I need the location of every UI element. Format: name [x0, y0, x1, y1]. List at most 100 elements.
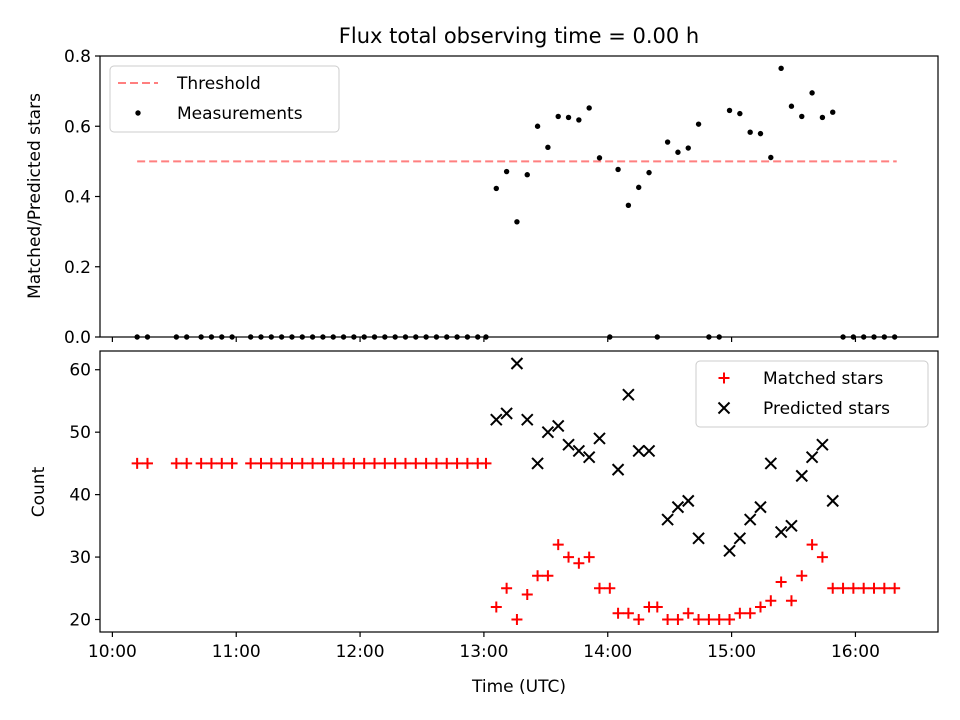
x-tick-label: 14:00	[583, 642, 632, 662]
data-point	[775, 576, 787, 588]
y-tick-label: 50	[69, 423, 91, 443]
legend-label: Measurements	[177, 104, 303, 124]
x-tick-label: 16:00	[831, 642, 880, 662]
data-point	[632, 444, 645, 458]
data-point	[490, 601, 502, 613]
data-point	[181, 457, 193, 469]
data-point	[369, 457, 381, 469]
data-point	[541, 425, 555, 439]
data-point	[276, 457, 288, 469]
data-point	[245, 457, 257, 469]
data-point	[693, 614, 705, 626]
legend-box	[109, 65, 340, 133]
data-point	[757, 130, 764, 137]
data-point	[734, 607, 746, 619]
data-point	[131, 457, 143, 469]
data-point	[563, 551, 575, 563]
data-point	[671, 500, 685, 514]
data-point	[878, 582, 890, 594]
y-tick-label: 0.8	[64, 47, 91, 67]
data-point	[625, 202, 632, 208]
data-point	[774, 525, 788, 539]
data-point	[565, 114, 572, 121]
top-y-axis-label: Matched/Predicted stars	[25, 93, 45, 299]
data-point	[743, 513, 757, 526]
data-point	[265, 457, 277, 469]
bottom-x-axis-label: Time (UTC)	[471, 677, 566, 697]
data-point	[399, 457, 411, 469]
data-point	[858, 582, 870, 594]
data-point	[733, 532, 747, 545]
data-point	[348, 457, 360, 469]
data-point	[651, 601, 663, 613]
data-point	[524, 172, 530, 178]
data-point	[493, 185, 499, 192]
legend-label: Predicted stars	[763, 399, 890, 419]
data-point	[682, 494, 695, 508]
legend-swatch-matched	[718, 372, 730, 384]
bottom-y-axis-label: Count	[29, 466, 49, 517]
x-tick-label: 12:00	[336, 642, 385, 662]
data-point	[521, 413, 534, 426]
data-point	[141, 457, 153, 469]
data-point	[593, 582, 605, 594]
data-point	[889, 582, 901, 594]
data-point	[868, 582, 880, 594]
data-point	[255, 457, 267, 469]
data-point	[170, 457, 182, 469]
legend-swatch-predicted	[717, 401, 731, 415]
series-predicted-stars	[490, 357, 839, 558]
y-tick-label: 60	[69, 361, 91, 381]
data-point	[441, 457, 453, 469]
data-point	[827, 582, 839, 594]
series-matched-stars	[131, 457, 901, 626]
data-point	[205, 457, 217, 469]
data-point	[747, 129, 753, 135]
data-point	[837, 582, 849, 594]
x-tick-label: 10:00	[88, 642, 137, 662]
data-point	[573, 557, 585, 569]
data-point	[226, 457, 238, 469]
top-panel: 0.0 0.2 0.4 0.6 0.8 Threshold Measurements	[64, 47, 939, 348]
data-point	[461, 457, 473, 469]
data-point	[490, 413, 503, 426]
legend-swatch-measurements	[135, 110, 141, 116]
data-point	[830, 109, 836, 115]
data-point	[531, 457, 544, 470]
data-point	[724, 614, 736, 626]
data-point	[286, 457, 298, 469]
chart-title: Flux total observing time = 0.00 h	[339, 24, 699, 48]
data-point	[521, 589, 533, 601]
data-point	[296, 457, 308, 469]
bottom-axes-frame	[99, 350, 939, 633]
data-point	[826, 494, 839, 508]
legend-label: Threshold	[176, 74, 261, 94]
data-point	[795, 469, 808, 483]
data-point	[612, 607, 624, 619]
data-point	[596, 155, 603, 161]
data-point	[532, 570, 544, 582]
data-point	[682, 607, 694, 619]
data-point	[622, 388, 635, 401]
data-point	[799, 113, 805, 120]
data-point	[636, 184, 642, 191]
legend-label: Matched stars	[763, 369, 883, 389]
y-tick-label: 0.4	[64, 188, 91, 208]
data-point	[514, 219, 520, 225]
data-point	[430, 457, 442, 469]
data-point	[317, 457, 329, 469]
data-point	[534, 123, 541, 129]
data-point	[583, 551, 595, 563]
data-point	[572, 444, 586, 458]
data-point	[501, 582, 513, 594]
data-point	[511, 614, 523, 626]
data-point	[816, 438, 829, 451]
data-point	[675, 149, 681, 155]
data-point	[195, 457, 207, 469]
data-point	[661, 513, 674, 526]
data-point	[713, 614, 725, 626]
data-point	[819, 114, 826, 121]
data-point	[593, 432, 606, 445]
data-point	[796, 570, 808, 582]
x-tick-label: 13:00	[459, 642, 508, 662]
